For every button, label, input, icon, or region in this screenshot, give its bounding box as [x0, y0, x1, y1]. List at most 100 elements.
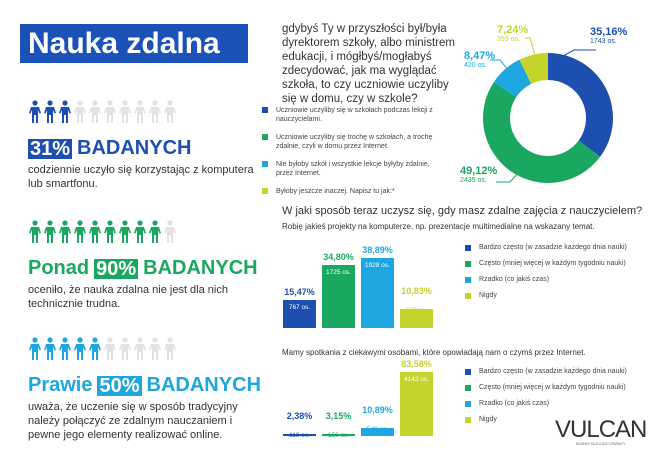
- person-icon: [148, 337, 162, 366]
- bar-count-label: 156 os.: [327, 431, 350, 439]
- person-icon: [103, 337, 117, 366]
- donut-slice-label: 8,47% 420 os.: [464, 50, 495, 69]
- slice-count: 359 os.: [497, 36, 520, 43]
- legend-label: Byłoby jeszcze inaczej. Napisz tu jak:*: [276, 188, 395, 195]
- bar: [322, 433, 355, 436]
- person-icon: [28, 337, 42, 366]
- legend-swatch: [262, 107, 268, 113]
- legend-label: Często (mniej więcej w każdym tygodniu n…: [479, 260, 626, 267]
- person-icon: [43, 220, 57, 249]
- legend-swatch: [465, 369, 471, 375]
- slice-count: 2435 os.: [460, 177, 487, 184]
- legend-item: Bardzo często (w zasadzie każdego dnia n…: [465, 244, 627, 251]
- bar: [400, 372, 433, 436]
- legend-swatch: [465, 417, 471, 423]
- legend-label: Rzadko (co jakiś czas): [479, 276, 550, 283]
- stat-headline: 31% BADANYCH: [28, 137, 191, 160]
- donut-leader-line: [525, 37, 536, 56]
- legend-swatch: [465, 293, 471, 299]
- donut-slice: [548, 53, 613, 157]
- legend-swatch: [465, 401, 471, 407]
- donut-slice-label: 49,12% 2435 os.: [460, 165, 497, 184]
- bar-percent-label: 83,58%: [401, 359, 432, 370]
- bar: [361, 427, 394, 436]
- person-icon: [133, 220, 147, 249]
- bar: [322, 265, 355, 328]
- person-icon: [58, 100, 72, 129]
- person-icon: [73, 220, 87, 249]
- person-icon: [118, 337, 132, 366]
- legend-item: Uczniowie uczyliby się w szkołach podcza…: [262, 106, 437, 124]
- legend-swatch: [465, 385, 471, 391]
- legend-label: Rzadko (co jakiś czas): [479, 400, 550, 407]
- bar-percent-label: 10,83%: [401, 285, 432, 296]
- person-icon: [28, 100, 42, 129]
- bar-chart-1-subtitle: Robię jakieś projekty na komputerze, np.…: [282, 222, 595, 231]
- stat-suffix: BADANYCH: [146, 374, 261, 396]
- slice-count: 420 os.: [464, 62, 487, 69]
- donut-slice: [493, 59, 532, 98]
- bar-percent-label: 10,89%: [362, 404, 393, 415]
- legend-item: Nigdy: [465, 416, 497, 423]
- bar: [400, 308, 433, 328]
- slice-percent: 49,12%: [460, 165, 498, 177]
- person-icon: [88, 100, 102, 129]
- legend-item: Nie byłoby szkół i wszystkie lekcje były…: [262, 160, 437, 178]
- person-icon: [133, 100, 147, 129]
- people-row: [28, 100, 177, 129]
- bar-percent-label: 34,80%: [323, 252, 354, 263]
- bar-percent-label: 38,89%: [362, 244, 393, 255]
- legend-swatch: [465, 277, 471, 283]
- person-icon: [58, 337, 72, 366]
- bar-count-label: 1725 os.: [326, 269, 351, 277]
- person-icon: [73, 100, 87, 129]
- bar-count-label: 767 os.: [288, 304, 311, 312]
- page-title: Nauka zdalna: [20, 24, 248, 63]
- bar: [283, 434, 316, 436]
- slice-percent: 7,24%: [497, 24, 529, 36]
- slice-percent: 8,47%: [464, 50, 496, 62]
- stat-description: uważa, że uczenie się w sposób tradycyjn…: [28, 401, 238, 441]
- legend-item: Byłoby jeszcze inaczej. Napisz tu jak:*: [262, 187, 437, 196]
- stat-suffix: BADANYCH: [143, 257, 258, 279]
- legend-swatch: [262, 161, 268, 167]
- legend-label: Często (mniej więcej w każdym tygodniu n…: [479, 384, 626, 391]
- stat-headline: Ponad 90% BADANYCH: [28, 257, 258, 280]
- donut-leader-line: [496, 159, 531, 183]
- person-icon: [148, 100, 162, 129]
- stat-prefix: Ponad: [28, 257, 90, 279]
- person-icon: [163, 100, 177, 129]
- person-icon: [103, 220, 117, 249]
- legend-item: Bardzo często (w zasadzie każdego dnia n…: [465, 368, 627, 375]
- person-icon: [43, 100, 57, 129]
- person-icon: [118, 220, 132, 249]
- person-icon: [43, 337, 57, 366]
- bar-count-label: 1928 os.: [365, 261, 390, 269]
- person-icon: [163, 220, 177, 249]
- logo-text: VULCAN: [555, 416, 647, 443]
- legend-swatch: [262, 134, 268, 140]
- person-icon: [118, 100, 132, 129]
- stat-percent: 50%: [97, 374, 142, 397]
- legend-item: Często (mniej więcej w każdym tygodniu n…: [465, 384, 626, 391]
- stat-percent: 90%: [94, 257, 139, 280]
- bar-chart-1-title: W jaki sposób teraz uczysz się, gdy masz…: [282, 205, 643, 217]
- legend-item: Uczniowie uczyliby się trochę w szkołach…: [262, 133, 437, 151]
- people-row: [28, 220, 177, 249]
- stat-headline: Prawie 50% BADANYCH: [28, 374, 261, 397]
- person-icon: [163, 337, 177, 366]
- person-icon: [73, 337, 87, 366]
- vulcan-logo: VULCAN NAJEMY DLA LUDZI OŚWIATY: [555, 416, 647, 447]
- person-icon: [133, 337, 147, 366]
- donut-question: gdybyś Ty w przyszłości był/była dyrekto…: [282, 23, 455, 105]
- slice-count: 1743 os.: [590, 38, 617, 45]
- person-icon: [88, 220, 102, 249]
- stat-description: codziennie uczyło się korzystając z komp…: [28, 164, 254, 190]
- slice-percent: 35,16%: [590, 26, 628, 38]
- bar-count-label: 4143 os.: [404, 376, 429, 384]
- donut-legend: Uczniowie uczyliby się w szkołach podcza…: [262, 106, 437, 205]
- people-row: [28, 337, 177, 366]
- stat-description: oceniło, że nauka zdalna nie jest dla ni…: [28, 284, 228, 310]
- legend-label: Bardzo często (w zasadzie każdego dnia n…: [479, 244, 627, 251]
- legend-item: Rzadko (co jakiś czas): [465, 276, 549, 283]
